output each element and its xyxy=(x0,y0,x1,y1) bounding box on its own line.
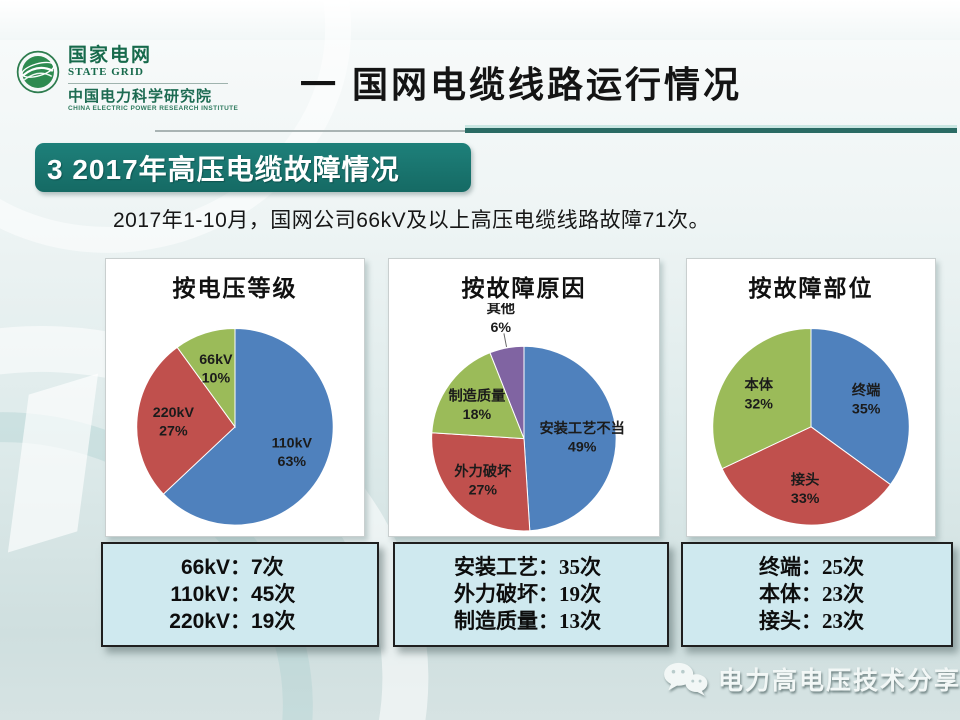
pie-slice xyxy=(162,328,334,526)
pie-slice-label: 其他 6% xyxy=(487,303,516,336)
intro-text: 2017年1-10月，国网公司66kV及以上高压电缆线路故障71次。 xyxy=(113,209,710,232)
summary-line: 66kV： 7次 xyxy=(103,554,377,581)
summary-line-label: 外力破坏： xyxy=(454,582,559,606)
wechat-icon xyxy=(664,662,708,696)
chart-panel-fault-location: 按故障部位 终端 35% 接头 33% 本体 32% xyxy=(686,258,936,537)
summary-line: 外力破坏： 19次 xyxy=(395,581,667,608)
summary-line-value: 35次 xyxy=(559,555,601,579)
chart-panel-fault-cause: 按故障原因 安装工艺不当 49% 外力破坏 27% 制造质量 18% 其他 6% xyxy=(388,258,660,537)
logo-institute-en: CHINA ELECTRIC POWER RESEARCH INSTITUTE xyxy=(68,105,239,112)
page-title: 一 国网电缆线路运行情况 xyxy=(300,64,743,105)
header-strip xyxy=(0,0,960,40)
section-banner: 3 2017年高压电缆故障情况 xyxy=(35,143,471,192)
pie-slice xyxy=(523,345,617,532)
pie-slice-label: 110kV 63% xyxy=(272,435,313,470)
chart-title: 按故障部位 xyxy=(748,276,874,301)
pie-slice xyxy=(712,328,812,470)
background-swoosh xyxy=(7,373,99,553)
pie-slice-label: 终端 35% xyxy=(852,381,881,418)
state-grid-globe-icon xyxy=(16,50,60,94)
pie-label-leader-line xyxy=(503,333,508,348)
summary-line-label: 66kV： xyxy=(180,556,251,579)
summary-box-fault-location: 终端： 25次 本体： 23次 接头： 23次 xyxy=(681,542,953,647)
header-rule-teal xyxy=(465,128,957,133)
summary-line: 安装工艺： 35次 xyxy=(395,554,667,581)
summary-line-label: 本体： xyxy=(759,582,822,606)
pie-slice xyxy=(136,346,236,495)
summary-line-label: 接头： xyxy=(759,609,822,633)
summary-line-label: 220kV： xyxy=(169,610,251,633)
chart-panel-voltage-level: 按电压等级 110kV 63% 220kV 27% 66kV 10% xyxy=(105,258,365,537)
summary-line: 220kV： 19次 xyxy=(103,608,377,635)
section-banner-label: 3 2017年高压电缆故障情况 xyxy=(47,153,400,185)
pie-chart-fault-location: 终端 35% 接头 33% 本体 32% xyxy=(712,328,910,526)
summary-line-value: 23次 xyxy=(822,609,864,633)
summary-line-value: 13次 xyxy=(559,609,601,633)
pie-slice xyxy=(176,328,236,429)
summary-line-value: 7次 xyxy=(251,556,284,579)
logo-institute-cn: 中国电力科学研究院 xyxy=(68,88,213,105)
watermark-text: 电力高电压技术分享 xyxy=(718,667,960,695)
pie-slice-label: 制造质量 18% xyxy=(448,386,505,423)
summary-line-value: 19次 xyxy=(559,582,601,606)
summary-box-voltage-level: 66kV： 7次 110kV： 45次 220kV： 19次 xyxy=(101,542,379,647)
chart-title: 按电压等级 xyxy=(172,276,298,301)
summary-line-label: 安装工艺： xyxy=(454,555,559,579)
summary-line-value: 45次 xyxy=(251,583,296,606)
pie-slice-label: 安装工艺不当 49% xyxy=(539,419,624,456)
summary-line-label: 110kV： xyxy=(170,583,251,606)
pie-slice xyxy=(810,328,910,486)
pie-slice xyxy=(431,432,531,532)
pie-slice-label: 本体 32% xyxy=(744,376,773,413)
logo-org-cn: 国家电网 xyxy=(68,45,153,66)
pie-slice xyxy=(721,426,892,526)
summary-line-value: 23次 xyxy=(822,582,864,606)
pie-slice-label: 66kV 10% xyxy=(199,352,233,387)
logo-org-en: STATE GRID xyxy=(68,66,144,78)
watermark: 电力高电压技术分享 xyxy=(662,660,960,698)
summary-line-label: 终端： xyxy=(759,555,822,579)
state-grid-logo: 国家电网 STATE GRID 中国电力科学研究院 CHINA ELECTRIC… xyxy=(16,46,256,112)
pie-slice-label: 外力破坏 27% xyxy=(454,462,512,499)
pie-slice xyxy=(489,345,525,439)
summary-line: 110kV： 45次 xyxy=(103,581,377,608)
logo-divider xyxy=(68,83,228,84)
pie-slice xyxy=(431,352,525,440)
pie-chart-voltage-level: 110kV 63% 220kV 27%66kV 10% xyxy=(136,328,334,526)
summary-line: 制造质量： 13次 xyxy=(395,608,667,635)
summary-line: 本体： 23次 xyxy=(683,581,951,608)
summary-box-fault-cause: 安装工艺： 35次 外力破坏： 19次 制造质量： 13次 xyxy=(393,542,669,647)
pie-slice-label: 接头 33% xyxy=(791,470,820,507)
summary-line-value: 25次 xyxy=(822,555,864,579)
summary-line: 接头： 23次 xyxy=(683,608,951,635)
summary-line-label: 制造质量： xyxy=(454,609,559,633)
pie-chart-fault-cause: 安装工艺不当 49% 外力破坏 27% 制造质量 18% 其他 6% xyxy=(431,303,625,532)
summary-line-value: 19次 xyxy=(251,610,296,633)
chart-title: 按故障原因 xyxy=(461,276,587,301)
pie-slice-label: 220kV 27% xyxy=(153,405,195,440)
header-rule-gray xyxy=(155,130,465,132)
summary-line: 终端： 25次 xyxy=(683,554,951,581)
